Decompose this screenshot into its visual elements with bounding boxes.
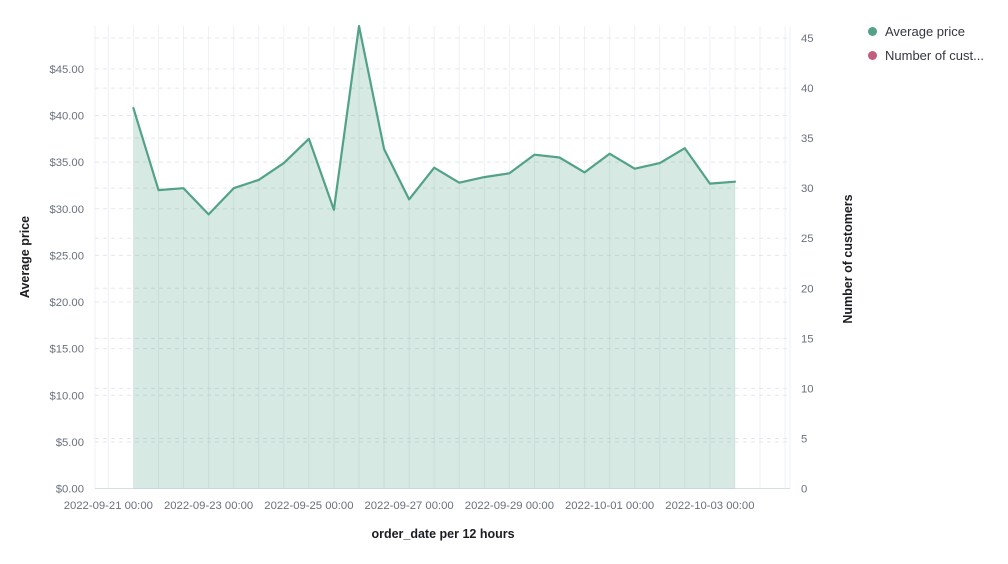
average-price-area [133,26,735,489]
legend-item-label: Number of cust... [885,48,984,63]
right-axis-title: Number of customers [841,194,855,324]
y-axis-tick-label-left: $0.00 [56,484,84,496]
y-axis-tick-label-left: $45.00 [49,64,84,76]
y-axis-tick-label-right: 15 [801,333,814,345]
left-axis-title: Average price [18,215,32,299]
y-axis-tick-label-left: $5.00 [56,437,84,449]
y-axis-tick-label-right: 40 [801,83,814,95]
y-axis-tick-label-right: 5 [801,433,807,445]
y-axis-tick-label-right: 45 [801,33,814,45]
gridlines [94,26,791,489]
x-axis-title: order_date per 12 hours [371,527,515,541]
y-axis-tick-label-left: $40.00 [49,111,84,123]
x-axis-tick-label: 2022-09-25 00:00 [264,500,353,512]
y-axis-tick-label-right: 0 [801,484,807,496]
y-axis-tick-label-left: $25.00 [49,250,84,262]
legend-dot-number-of-customers-icon [868,51,877,60]
y-axis-tick-label-right: 25 [801,233,814,245]
x-axis-tick-label: 2022-09-23 00:00 [164,500,253,512]
legend-item-average-price[interactable]: Average price [868,24,984,39]
y-axis-tick-label-right: 35 [801,133,814,145]
average-price-line [132,24,737,216]
y-axis-tick-label-left: $10.00 [49,390,84,402]
x-axis-tick-label: 2022-10-01 00:00 [565,500,654,512]
x-axis-tick-label: 2022-09-29 00:00 [465,500,554,512]
legend-dot-average-price-icon [868,27,877,36]
x-axis-tick-label: 2022-09-21 00:00 [64,500,153,512]
legend-item-number-of-customers[interactable]: Number of cust... [868,48,984,63]
axis-tick-labels: $0.00 $5.00 $10.00 $15.00 $20.00 $25.00 $30.00… [49,33,813,512]
legend: Average price Number of cust... [868,24,984,72]
x-axis-tick-label: 2022-10-03 00:00 [665,500,754,512]
x-axis-tick-label: 2022-09-27 00:00 [364,500,453,512]
y-axis-tick-label-left: $15.00 [49,344,84,356]
y-axis-tick-label-left: $30.00 [49,204,84,216]
legend-item-label: Average price [885,24,965,39]
y-axis-tick-label-left: $35.00 [49,157,84,169]
y-axis-tick-label-left: $20.00 [49,297,84,309]
y-axis-tick-label-right: 20 [801,283,814,295]
y-axis-tick-label-right: 30 [801,183,814,195]
y-axis-tick-label-right: 10 [801,383,814,395]
